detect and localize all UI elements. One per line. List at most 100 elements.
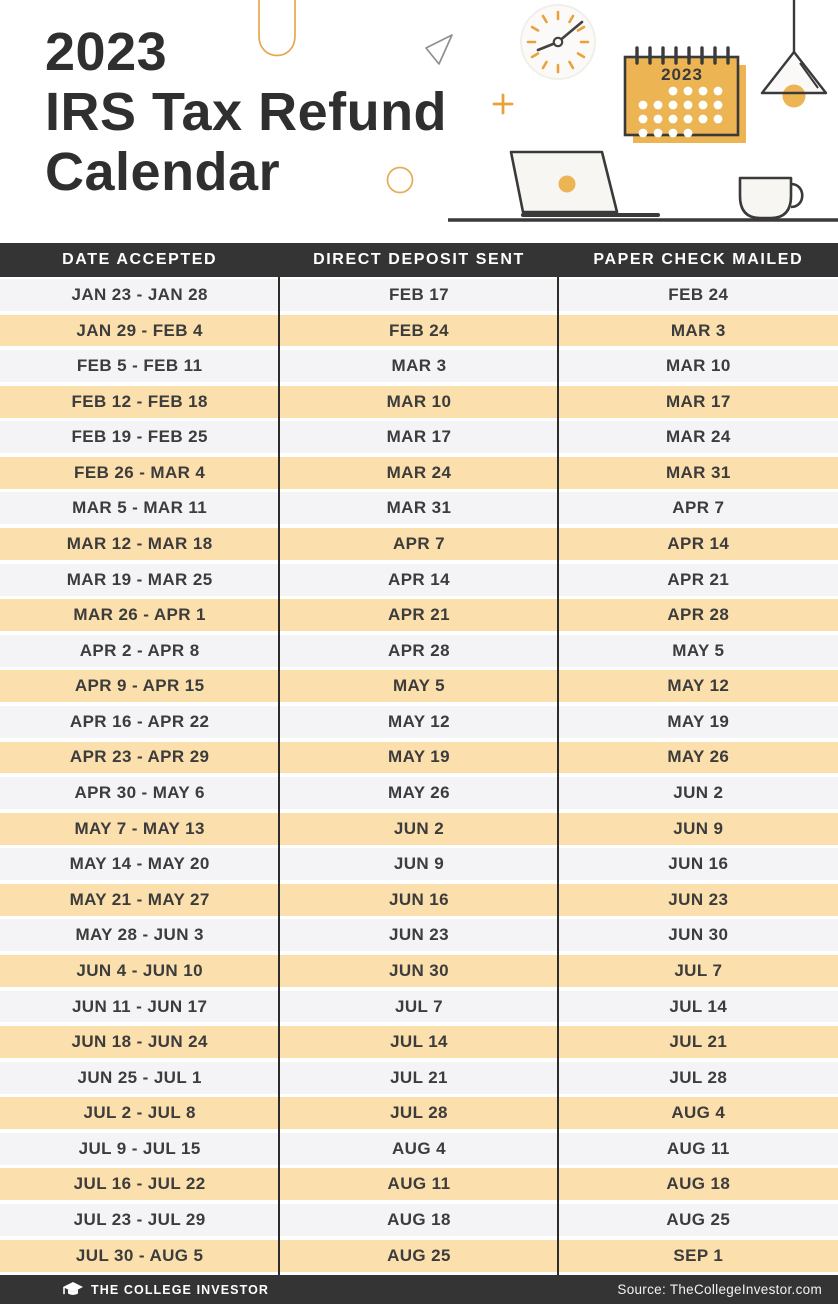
hero-section: 2023 IRS Tax Refund Calendar [0,0,838,243]
table-row: MAY 28 - JUN 3 JUN 23 JUN 30 [0,919,838,952]
table-cell: AUG 11 [387,1174,451,1194]
table-cell: APR 28 [388,640,450,660]
table-cell: MAR 19 - MAR 25 [66,569,213,589]
title-line-3: Calendar [45,142,281,202]
table-row: JUL 16 - JUL 22 AUG 11 AUG 18 [0,1168,838,1201]
laptop-icon [509,150,660,217]
table-cell: JUL 21 [390,1067,448,1087]
table-cell: JUN 23 [668,889,729,909]
table-cell: AUG 18 [387,1209,451,1229]
table-cell: FEB 12 - FEB 18 [71,391,208,411]
table-row: JAN 23 - JAN 28 FEB 17 FEB 24 [0,279,838,311]
table-cell: AUG 18 [666,1174,731,1194]
table-row: MAR 12 - MAR 18 APR 7 APR 14 [0,528,838,560]
table-cell: AUG 25 [387,1245,451,1265]
table-header: DATE ACCEPTED DIRECT DEPOSIT SENT PAPER … [0,243,838,277]
table-cell: MAR 3 [391,356,447,376]
plus-icon [492,93,514,115]
table-row: FEB 5 - FEB 11 MAR 3 MAR 10 [0,350,838,383]
table-cell: JUL 21 [669,1032,728,1052]
column-divider-2 [557,277,559,1275]
table-cell: APR 2 - APR 8 [79,640,200,660]
table-row: APR 30 - MAY 6 MAY 26 JUN 2 [0,777,838,809]
table-cell: FEB 26 - MAR 4 [74,462,206,482]
table-cell: MAY 12 [388,711,450,731]
table-row: MAY 21 - MAY 27 JUN 16 JUN 23 [0,883,838,916]
table-cell: JUN 16 [388,889,450,909]
table-row: MAR 26 - APR 1 APR 21 APR 28 [0,599,838,632]
table-cell: APR 16 - APR 22 [69,711,210,731]
table-row: MAR 5 - MAR 11 MAR 31 APR 7 [0,492,838,525]
calendar-dots [638,86,723,138]
table-cell: MAY 28 - JUN 3 [75,925,204,945]
u-shape-icon [258,0,296,57]
table-cell: APR 9 - APR 15 [74,676,205,696]
table-cell: FEB 24 [388,320,450,340]
table-cell: JUL 7 [394,996,443,1016]
table-cell: APR 14 [388,569,450,589]
footer-bar: THE COLLEGE INVESTOR Source: TheCollegeI… [0,1275,838,1304]
table-row: JUN 4 - JUN 10 JUN 30 JUL 7 [0,954,838,987]
table-cell: JUN 2 [673,783,724,803]
table-cell: JUL 14 [669,996,728,1016]
table-cell: FEB 24 [668,284,729,304]
calendar-icon: 2023 [623,46,746,143]
table-row: JUN 11 - JUN 17 JUL 7 JUL 14 [0,990,838,1023]
table-cell: JAN 23 - JAN 28 [71,284,208,304]
table-cell: JUL 16 - JUL 22 [73,1174,206,1194]
table-cell: JUL 30 - AUG 5 [75,1245,204,1265]
table-cell: FEB 17 [388,284,450,304]
table-cell: FEB 19 - FEB 25 [71,427,208,447]
title-line-2: IRS Tax Refund [45,82,448,142]
table-cell: APR 7 [672,498,725,518]
table-row: APR 2 - APR 8 APR 28 MAY 5 [0,634,838,667]
table-cell: MAY 14 - MAY 20 [69,854,210,874]
table-cell: MAY 19 [667,711,730,731]
table-row: MAY 14 - MAY 20 JUN 9 JUN 16 [0,848,838,881]
calendar-year-label: 2023 [661,65,703,84]
table-cell: JUN 9 [673,818,724,838]
table-cell: APR 28 [667,605,730,625]
table-cell: JUN 30 [388,960,450,980]
source-credit: Source: TheCollegeInvestor.com [617,1282,822,1297]
table-cell: MAR 10 [665,356,731,376]
table-cell: JUL 9 - JUL 15 [78,1138,201,1158]
table-cell: JUN 30 [668,925,729,945]
table-cell: MAY 5 [672,640,725,660]
title-line-1: 2023 [45,22,168,82]
table-cell: FEB 5 - FEB 11 [76,356,203,376]
table-row: JUL 30 - AUG 5 AUG 25 SEP 1 [0,1239,838,1272]
lamp-icon [760,0,828,108]
table-cell: AUG 25 [666,1209,731,1229]
circle-outline-icon [386,166,414,194]
table-cell: MAR 10 [386,391,452,411]
table-row: JUN 18 - JUN 24 JUL 14 JUL 21 [0,1026,838,1059]
table-cell: JUN 2 [393,818,445,838]
column-header-direct-deposit: DIRECT DEPOSIT SENT [313,251,525,268]
column-header-date-accepted: DATE ACCEPTED [62,251,218,268]
hero-illustration: 2023 [258,0,838,222]
table-row: APR 23 - APR 29 MAY 19 MAY 26 [0,741,838,774]
table-cell: MAY 19 [388,747,450,767]
coffee-cup-icon [738,176,804,220]
table-cell: MAR 31 [665,462,731,482]
triangle-outline-icon [425,34,453,65]
table-cell: MAY 26 [388,783,450,803]
table-row: JUL 9 - JUL 15 AUG 4 AUG 11 [0,1132,838,1165]
table-cell: APR 30 - MAY 6 [74,783,205,803]
table-cell: MAR 24 [386,462,452,482]
table-body: JAN 23 - JAN 28 FEB 17 FEB 24 JAN 29 - FEB … [0,277,838,1275]
table-cell: JUN 16 [668,854,729,874]
table-cell: MAR 17 [386,427,452,447]
table-cell: JUL 23 - JUL 29 [73,1209,206,1229]
graduation-cap-icon [63,1281,83,1295]
table-cell: JUN 9 [393,854,445,874]
table-cell: JAN 29 - FEB 4 [76,320,203,340]
table-cell: MAY 26 [667,747,730,767]
table-cell: JUN 4 - JUN 10 [76,960,203,980]
table-cell: MAR 12 - MAR 18 [66,533,213,553]
table-cell: JUL 28 [390,1103,448,1123]
table-row: FEB 12 - FEB 18 MAR 10 MAR 17 [0,385,838,418]
table-cell: AUG 4 [392,1138,446,1158]
